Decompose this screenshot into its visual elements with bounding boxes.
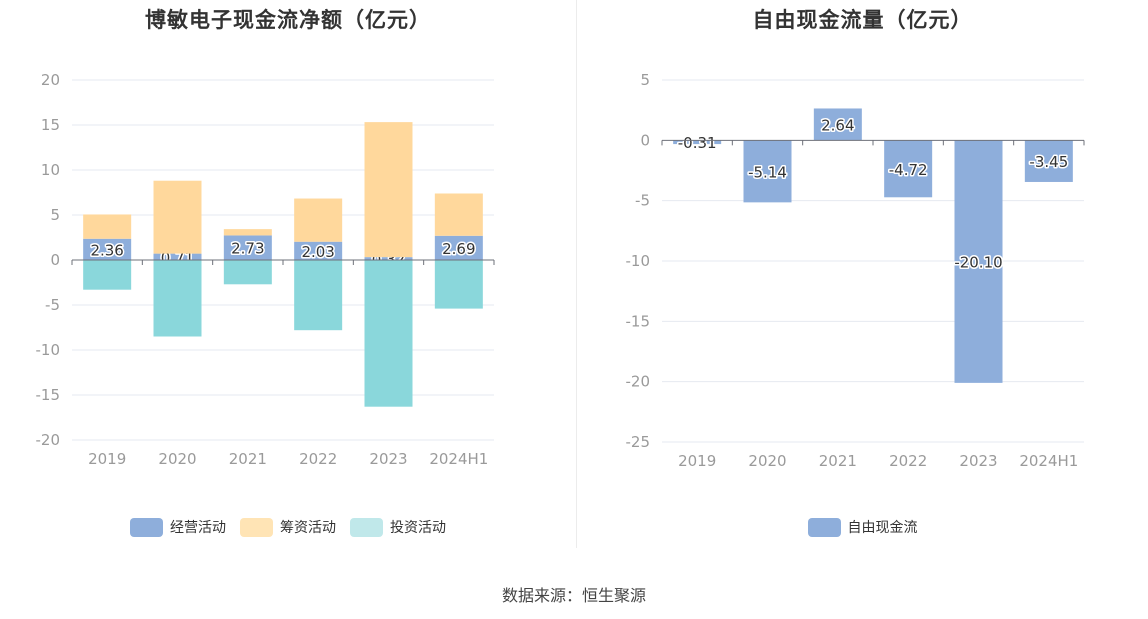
bar [223,260,272,285]
chart-title: 博敏电子现金流净额（亿元） [145,8,431,32]
bar [153,260,202,337]
y-tick-label: 20 [41,71,60,89]
bar [434,235,483,260]
panel-divider [576,0,577,548]
chart-title: 自由现金流量（亿元） [752,8,973,32]
data-label: 2.36 [90,241,123,259]
bar [364,257,413,260]
y-tick-label: -15 [36,386,61,404]
legend-label: 筹资活动 [280,520,336,536]
y-tick-label: 0 [640,131,650,149]
free-cashflow-chart: 自由现金流量（亿元） 5 0 -5 -10 -15 -20 -25 -0.31 -5.14 2.6… [577,0,1148,560]
y-tick-label: 10 [41,161,60,179]
y-tick-label: -10 [36,341,61,359]
x-tick-label: 2019 [88,450,126,468]
x-tick-label: 2019 [678,452,716,470]
bar [83,260,132,290]
y-tick-label: 5 [640,71,650,89]
bar [364,122,413,258]
x-tick-label: 2022 [299,450,337,468]
y-tick-label: -15 [626,312,651,330]
legend: 经营活动 筹资活动 投资活动 [0,517,576,537]
legend-swatch-fcf [807,517,841,537]
data-label: -20.10 [954,254,1002,272]
bar [364,260,413,407]
legend-swatch-investing [350,517,383,537]
legend-item-operating[interactable]: 经营活动 [130,517,226,537]
x-tick-label: 2024H1 [1019,452,1078,470]
x-tick-label: 2020 [748,452,786,470]
y-tick-label: -5 [45,296,60,314]
bar [83,214,132,239]
data-label: -4.72 [889,161,928,179]
bar [673,140,722,145]
bar [294,198,343,242]
bar [743,140,792,203]
legend-label: 经营活动 [170,520,226,536]
x-tick-label: 2023 [959,452,997,470]
x-tick-label: 2024H1 [429,450,488,468]
x-tick-label: 2023 [369,450,407,468]
y-tick-label: 5 [50,206,60,224]
bar [83,238,132,260]
legend: 自由现金流 [577,517,1148,537]
legend-item-fcf[interactable]: 自由现金流 [807,517,918,537]
y-tick-label: 0 [50,251,60,269]
y-tick-label: -20 [626,373,651,391]
net-cashflow-chart: 博敏电子现金流净额（亿元） 20 15 10 5 0 -5 -10 -15 -20 2.36 0.7… [0,0,576,560]
data-label: 2.03 [301,243,334,261]
x-tick-label: 2022 [889,452,927,470]
data-label: 2.64 [821,116,854,134]
bar [294,241,343,260]
legend-label: 自由现金流 [847,520,918,536]
bar [954,140,1003,383]
x-tick-label: 2020 [158,450,196,468]
y-tick-label: -10 [626,252,651,270]
legend-item-financing[interactable]: 筹资活动 [240,517,336,537]
y-tick-label: -25 [626,433,651,451]
bar [434,193,483,236]
data-label: 2.69 [442,240,475,258]
x-tick-label: 2021 [819,452,857,470]
bar [813,108,862,141]
net-cashflow-plot: 20151050-5-10-15-202.360.712.732.030.322… [36,71,495,468]
bar [223,235,272,260]
data-label: 2.73 [231,240,264,258]
bar [294,260,343,331]
y-tick-label: -20 [36,431,61,449]
legend-item-investing[interactable]: 投资活动 [350,517,446,537]
free-cashflow-plot: 5 0 -5 -10 -15 -20 -25 -0.31 -5.14 2.64 -4.72 -20.1… [626,71,1085,470]
y-tick-label: -5 [635,192,650,210]
bar [884,140,933,198]
bar [223,229,272,236]
y-tick-label: 15 [41,116,60,134]
data-label: -0.31 [678,134,717,152]
legend-swatch-financing [240,517,273,537]
bar [1024,140,1073,182]
legend-swatch-operating [130,517,163,537]
data-source: 数据来源：恒生聚源 [501,586,646,605]
bar [153,253,202,260]
bar [153,180,202,254]
bar [434,260,483,309]
data-label: -3.45 [1029,153,1068,171]
data-label: -5.14 [748,163,787,181]
x-tick-label: 2021 [229,450,267,468]
legend-label: 投资活动 [390,520,446,536]
